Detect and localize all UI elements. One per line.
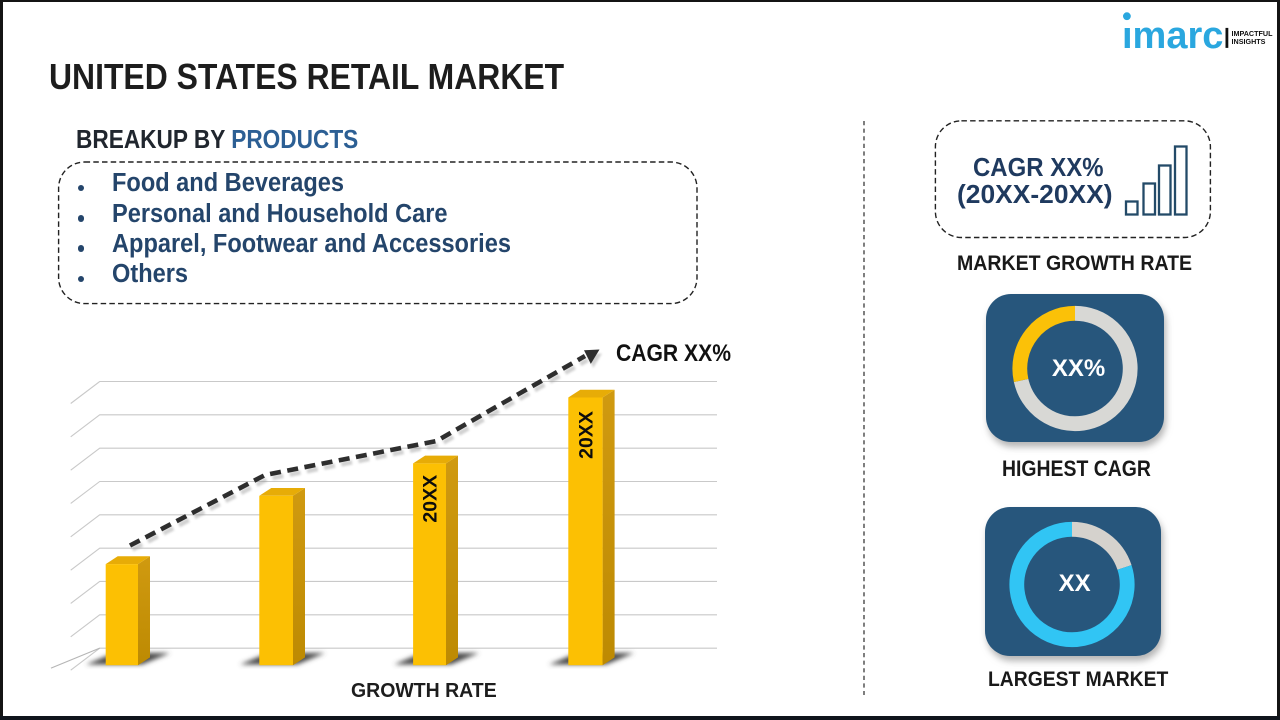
svg-text:ımarc: ımarc — [1122, 15, 1223, 57]
svg-text:IMPACTFUL: IMPACTFUL — [1232, 29, 1274, 38]
svg-text:20XX: 20XX — [575, 411, 597, 459]
svg-text:20XX: 20XX — [419, 475, 441, 523]
svg-text:INSIGHTS: INSIGHTS — [1232, 37, 1266, 46]
